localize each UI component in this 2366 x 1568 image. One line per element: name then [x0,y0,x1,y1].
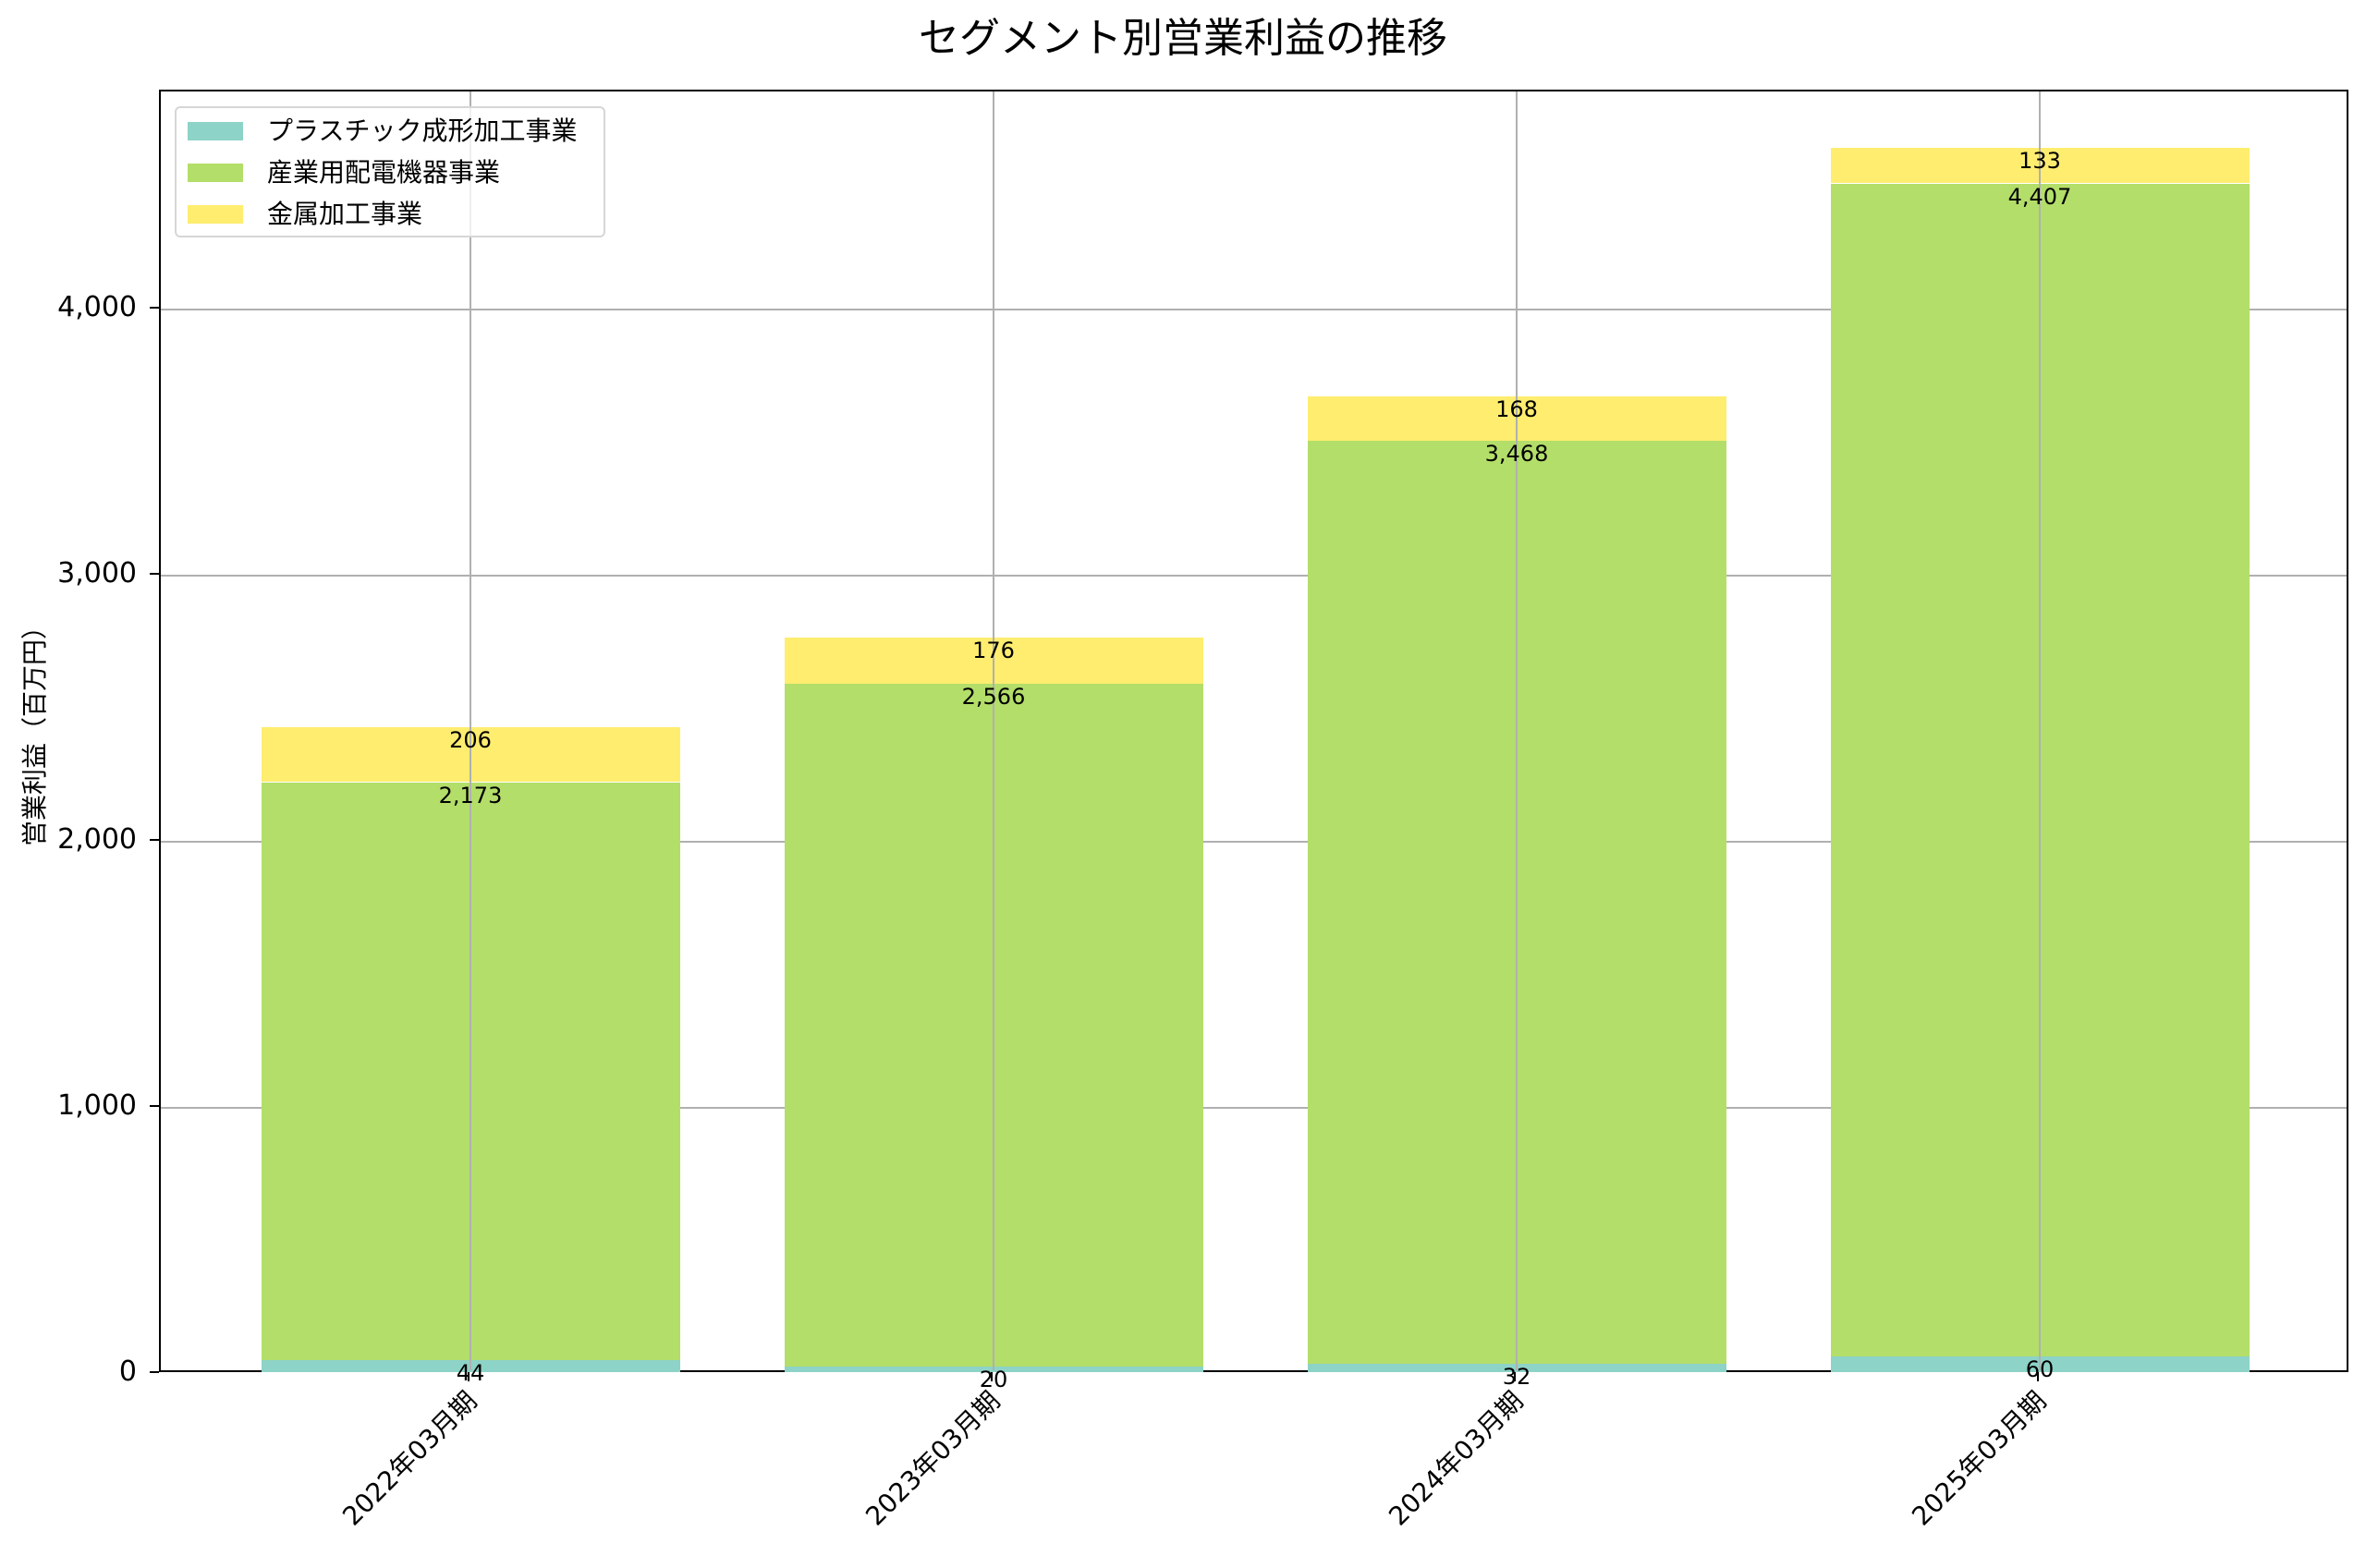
legend-label: 金属加工事業 [267,199,423,229]
y-tick-mark [150,307,159,309]
legend-label: プラスチック成形加工事業 [267,115,578,146]
x-tick-label: 2025年03月期 [1906,1385,2053,1532]
y-tick-mark [150,573,159,575]
gridline-x-2 [1516,91,1518,1370]
y-tick-label: 2,000 [57,823,137,856]
gridline-1000 [161,1107,2347,1109]
legend-label: 産業用配電機器事業 [267,157,501,188]
plot-area: 44 2,173 206 20 2,566 176 32 3,468 168 60 4,407 133… [159,90,2348,1392]
x-tick-label: 2024年03月期 [1383,1385,1530,1532]
legend-item-metal: 金属加工事業 [188,201,422,228]
gridline-4000 [161,309,2347,310]
y-tick-mark [150,1371,159,1373]
gridline-3000 [161,575,2347,577]
y-axis-label: 営業利益（百万円） [19,613,50,847]
x-tick-mark [991,1372,993,1381]
value-label: 168 [1495,395,1538,422]
value-label: 206 [449,727,492,754]
x-tick-label: 2023年03月期 [860,1385,1006,1532]
y-tick-label: 4,000 [57,291,137,323]
x-tick-mark [2037,1372,2039,1381]
legend-item-plastic: プラスチック成形加工事業 [188,117,577,145]
y-tick-label: 0 [118,1355,137,1388]
y-tick-mark [150,839,159,841]
gridline-x-3 [2039,91,2041,1370]
y-tick-label: 3,000 [57,557,137,590]
value-label: 20 [979,1367,1008,1393]
value-label: 4,407 [2007,183,2072,210]
legend-swatch-metal [188,205,243,224]
value-label: 2,173 [438,782,503,808]
x-tick-mark [468,1372,470,1381]
chart-title: セグメント別営業利益の推移 [919,15,1447,62]
y-tick-mark [150,1105,159,1107]
value-label: 60 [2025,1355,2055,1382]
x-tick-label: 2022年03月期 [336,1385,483,1532]
legend: プラスチック成形加工事業 産業用配電機器事業 金属加工事業 [175,106,605,237]
legend-swatch-plastic [188,122,243,140]
value-label: 44 [456,1360,485,1387]
value-label: 176 [972,637,1015,663]
value-label: 133 [2018,148,2061,175]
value-label: 32 [1502,1363,1531,1390]
y-tick-label: 1,000 [57,1089,137,1122]
value-label: 3,468 [1484,441,1549,467]
gridline-x-0 [470,91,471,1370]
legend-item-electrical: 産業用配電機器事業 [188,159,500,187]
value-label: 2,566 [961,684,1026,711]
x-tick-mark [1514,1372,1516,1381]
legend-swatch-electrical [188,164,243,182]
gridline-x-1 [993,91,994,1370]
gridline-2000 [161,841,2347,843]
